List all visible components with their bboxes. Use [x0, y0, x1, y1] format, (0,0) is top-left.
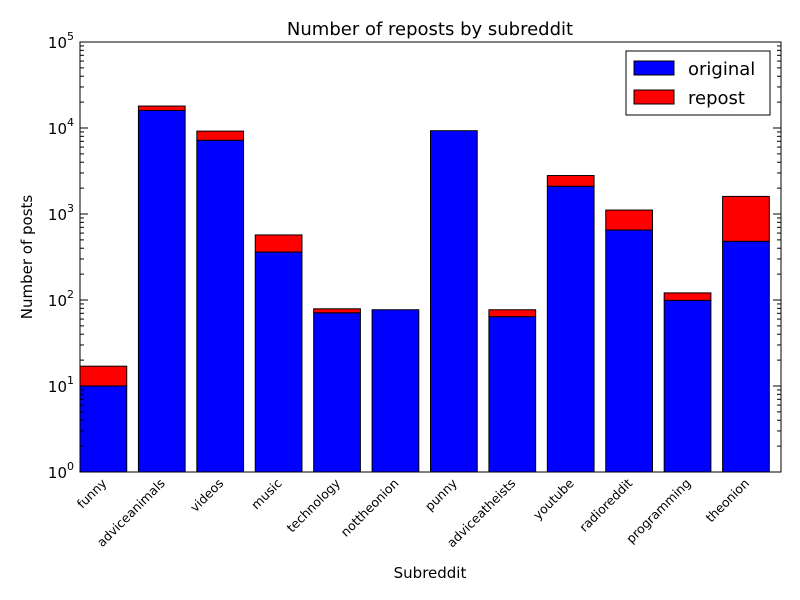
legend-swatch-repost [633, 89, 675, 105]
bar-repost-videos [196, 130, 245, 141]
y-tick-label: 101 [48, 374, 74, 396]
bar-repost-funny [79, 365, 128, 387]
y-tick-label: 100 [48, 460, 74, 482]
y-tick-label: 105 [48, 30, 74, 52]
bar-original-punny [430, 130, 478, 473]
y-tick-exponent: 2 [67, 288, 74, 301]
y-tick-exponent: 0 [67, 460, 74, 473]
bar-original-funny [79, 385, 128, 473]
bar-original-adviceatheists [488, 316, 537, 473]
legend: original repost [625, 50, 771, 116]
bar-repost-technology [313, 308, 361, 314]
bar-repost-radioreddit [605, 209, 653, 231]
y-tick-exponent: 1 [67, 374, 74, 387]
legend-label-repost: repost [688, 88, 745, 109]
plot-frame [79, 41, 782, 473]
x-axis-label: Subreddit [394, 564, 467, 582]
legend-label-original: original [688, 59, 755, 80]
bar-original-music [254, 251, 303, 473]
y-tick-exponent: 3 [67, 202, 74, 215]
bar-repost-youtube [546, 175, 595, 187]
y-tick-base: 10 [48, 464, 67, 482]
bar-original-technology [313, 312, 361, 473]
bars-layer [79, 105, 770, 473]
bar-repost-adviceatheists [488, 309, 537, 318]
y-tick-base: 10 [48, 206, 67, 224]
bar-original-programming [663, 299, 712, 473]
y-tick-exponent: 4 [67, 116, 74, 129]
legend-swatch-original [633, 60, 675, 76]
y-tick-label: 103 [48, 202, 74, 224]
y-axis-label: Number of posts [18, 195, 36, 320]
chart-title: Number of reposts by subreddit [287, 19, 573, 40]
bar-original-adviceanimals [137, 109, 186, 473]
bar-repost-programming [663, 292, 712, 301]
bar-original-videos [196, 139, 245, 473]
y-tick-base: 10 [48, 120, 67, 138]
bar-repost-theonion [722, 195, 770, 242]
y-tick-base: 10 [48, 378, 67, 396]
bar-original-theonion [722, 240, 770, 473]
bar-repost-music [254, 234, 303, 253]
y-tick-exponent: 5 [67, 30, 74, 43]
y-tick-label: 102 [48, 288, 74, 310]
y-tick-base: 10 [48, 292, 67, 310]
bar-repost-adviceanimals [137, 105, 186, 111]
bar-original-youtube [546, 185, 595, 473]
bar-original-nottheonion [371, 309, 420, 473]
bar-original-radioreddit [605, 229, 653, 473]
y-tick-base: 10 [48, 34, 67, 52]
y-tick-label: 104 [48, 116, 74, 138]
